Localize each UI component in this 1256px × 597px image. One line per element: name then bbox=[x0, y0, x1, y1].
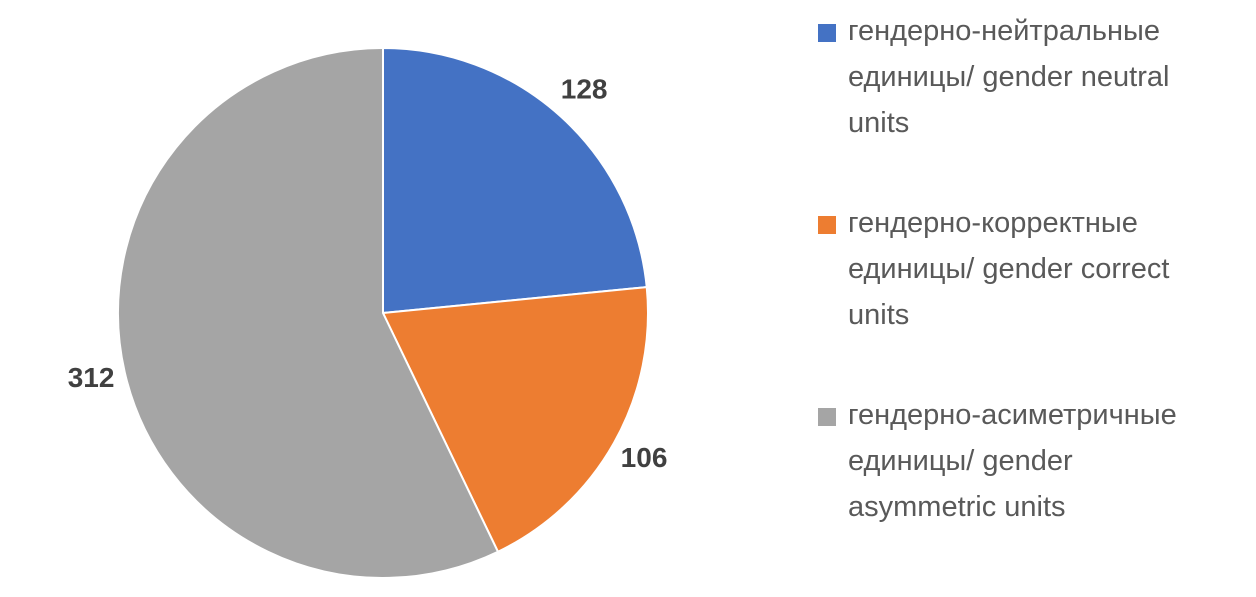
pie-slice bbox=[117, 46, 500, 579]
legend-swatch bbox=[818, 24, 836, 42]
pie-slice bbox=[382, 46, 648, 315]
legend-label: гендерно-нейтральные единицы/ gender neu… bbox=[848, 15, 1170, 139]
legend-swatch bbox=[818, 408, 836, 426]
legend-label: гендерно-корректные единицы/ gender corr… bbox=[848, 207, 1170, 331]
legend-swatch bbox=[818, 216, 836, 234]
data-label: 312 bbox=[68, 362, 115, 393]
chart: 128 106 312 bbox=[68, 46, 668, 579]
legend-item: гендерно-нейтральные единицы/ gender neu… bbox=[818, 8, 1248, 146]
data-label: 106 bbox=[621, 442, 668, 473]
legend: гендерно-нейтральные единицы/ gender neu… bbox=[818, 8, 1248, 584]
legend-item: гендерно-корректные единицы/ gender corr… bbox=[818, 200, 1248, 338]
legend-item: гендерно-асиметричные единицы/ gender as… bbox=[818, 392, 1248, 530]
data-label: 128 bbox=[561, 74, 608, 105]
pie-slice bbox=[381, 286, 649, 554]
legend-label: гендерно-асиметричные единицы/ gender as… bbox=[848, 399, 1177, 523]
